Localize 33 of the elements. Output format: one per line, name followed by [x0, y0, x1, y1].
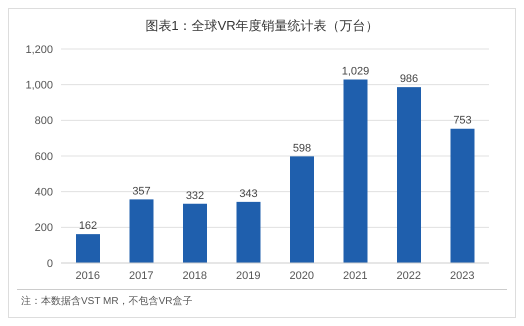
y-tick-label: 1,200	[25, 44, 53, 56]
chart-title: 图表1：全球VR年度销量统计表（万台）	[144, 17, 380, 35]
y-tick-label: 600	[34, 150, 53, 163]
text: 注：本数据含VST MR，不包含VR盒子	[20, 294, 194, 308]
x-tick-label: 2021	[343, 270, 368, 282]
data-label: 753	[453, 114, 472, 127]
x-tick-label: 2023	[450, 270, 474, 282]
bar	[76, 234, 100, 263]
x-tick-label: 2016	[76, 270, 100, 282]
bar	[344, 79, 368, 263]
data-label: 357	[132, 185, 151, 198]
x-tick-label: 2022	[396, 270, 421, 282]
data-label: 986	[400, 73, 418, 86]
data-label: 162	[78, 220, 98, 232]
data-label: 332	[186, 190, 204, 202]
x-tick-label: 2020	[290, 270, 314, 282]
bar	[130, 199, 154, 263]
x-tick-label: 2018	[182, 270, 207, 282]
y-tick-label: 800	[34, 115, 53, 128]
data-label: 598	[292, 142, 312, 154]
bar	[183, 204, 207, 263]
bar	[450, 128, 474, 263]
y-tick-label: 1,000	[25, 80, 53, 92]
y-tick-label: 400	[34, 186, 53, 199]
bar	[236, 202, 260, 263]
x-tick-label: 2019	[236, 270, 260, 282]
y-tick-label: 0	[46, 258, 53, 270]
bar	[397, 87, 421, 263]
y-tick-label: 200	[34, 222, 53, 234]
data-label: 1,029	[342, 65, 370, 78]
data-label: 343	[239, 188, 258, 200]
x-tick-label: 2017	[129, 270, 154, 282]
bar	[290, 156, 314, 263]
